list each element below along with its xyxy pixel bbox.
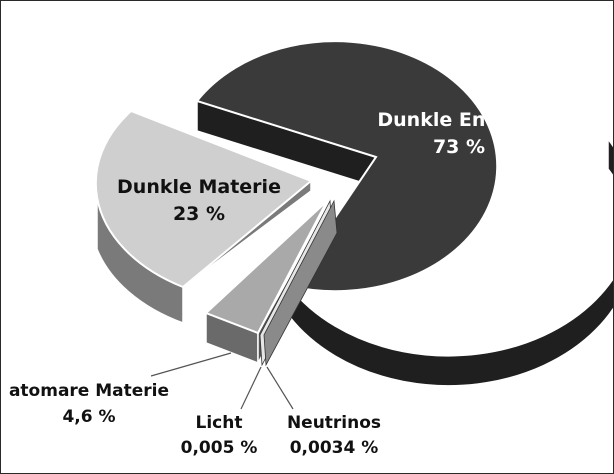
label-dunkle-energie-name: Dunkle Energie	[377, 109, 540, 131]
label-dunkle-energie-value: 73 %	[433, 136, 485, 158]
leader-atomare-materie	[150, 352, 232, 377]
label-atomare-materie-name: atomare Materie	[9, 381, 169, 401]
label-licht-value: 0,005 %	[181, 438, 258, 458]
label-neutrinos-value: 0,0034 %	[290, 438, 379, 458]
neutrinos-slice	[263, 199, 338, 367]
slice-dunkle-materie	[94, 109, 313, 325]
label-dunkle-materie-value: 23 %	[173, 203, 225, 225]
atomare-materie-top	[204, 200, 328, 335]
dunkle-energie-side-rim	[288, 136, 613, 387]
label-atomare-materie-value: 4,6 %	[62, 407, 115, 427]
label-licht-name: Licht	[196, 413, 243, 433]
label-dunkle-materie-name: Dunkle Materie	[117, 176, 281, 198]
slice-neutrinos	[263, 199, 338, 367]
label-neutrinos-name: Neutrinos	[287, 413, 381, 433]
slice-dunkle-energie	[195, 40, 613, 387]
dunkle-energie-top	[195, 40, 499, 293]
dunkle-materie-top	[94, 109, 313, 289]
leader-neutrinos	[266, 366, 294, 410]
leader-licht	[240, 366, 262, 410]
